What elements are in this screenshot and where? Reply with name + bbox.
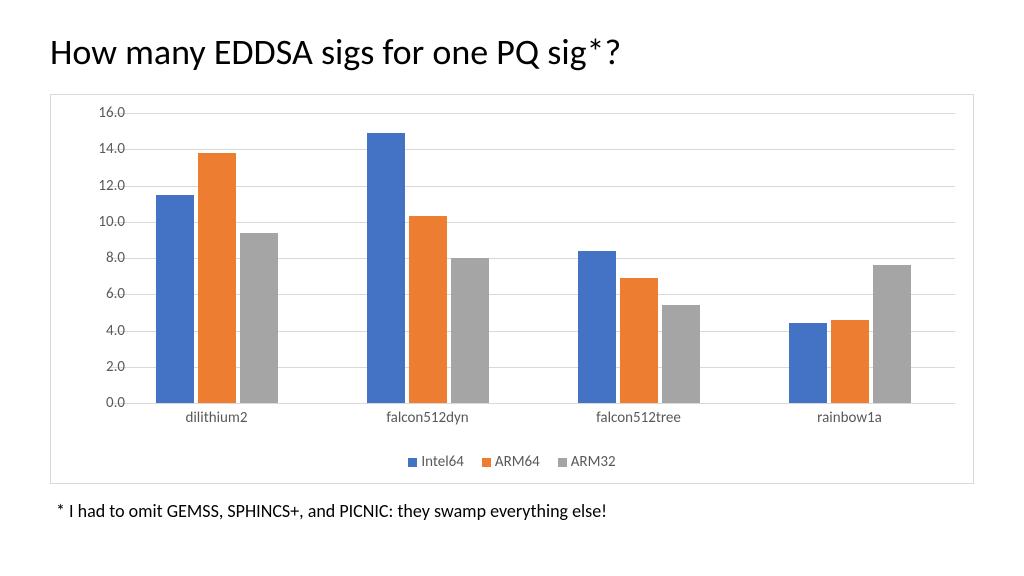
bar [367,133,405,403]
y-axis-label: 16.0 [75,104,125,122]
x-axis-label: rainbow1a [817,409,882,427]
y-axis-label: 2.0 [75,358,125,376]
chart-container: Intel64 ARM64 ARM32 0.0 2.0 4.0 6.0 8.0 10.0 12.… [50,94,974,484]
bar [198,153,236,403]
gridline [111,222,955,223]
bar [156,195,194,403]
plot-area [111,113,955,403]
bar [240,233,278,403]
gridline [111,367,955,368]
y-axis-label: 8.0 [75,249,125,267]
bar [831,320,869,403]
gridline [111,113,955,114]
y-axis-label: 14.0 [75,140,125,158]
bar [873,265,911,403]
gridline [111,149,955,150]
legend-label: Intel64 [421,453,464,471]
x-axis-label: dilithium2 [185,409,247,427]
bar [620,278,658,403]
x-axis-label: falcon512dyn [386,409,468,427]
legend-swatch [558,458,567,467]
y-axis-label: 6.0 [75,285,125,303]
footnote: * I had to omit GEMSS, SPHINCS+, and PIC… [56,500,607,522]
legend-item: ARM64 [482,453,540,471]
gridline [111,258,955,259]
gridline [111,186,955,187]
y-axis-label: 10.0 [75,213,125,231]
bar [409,216,447,403]
bar [451,258,489,403]
y-axis-label: 4.0 [75,322,125,340]
gridline [111,403,955,404]
legend-label: ARM32 [571,453,616,471]
x-axis-label: falcon512tree [596,409,681,427]
legend-swatch [408,458,417,467]
bar [662,305,700,403]
legend-label: ARM64 [495,453,540,471]
y-axis-label: 12.0 [75,177,125,195]
chart-legend: Intel64 ARM64 ARM32 [51,453,973,471]
gridline [111,331,955,332]
y-axis-label: 0.0 [75,394,125,412]
gridline [111,294,955,295]
bar [578,251,616,403]
bar [789,323,827,403]
legend-item: Intel64 [408,453,464,471]
page-title: How many EDDSA sigs for one PQ sig*? [50,30,621,74]
legend-swatch [482,458,491,467]
legend-item: ARM32 [558,453,616,471]
